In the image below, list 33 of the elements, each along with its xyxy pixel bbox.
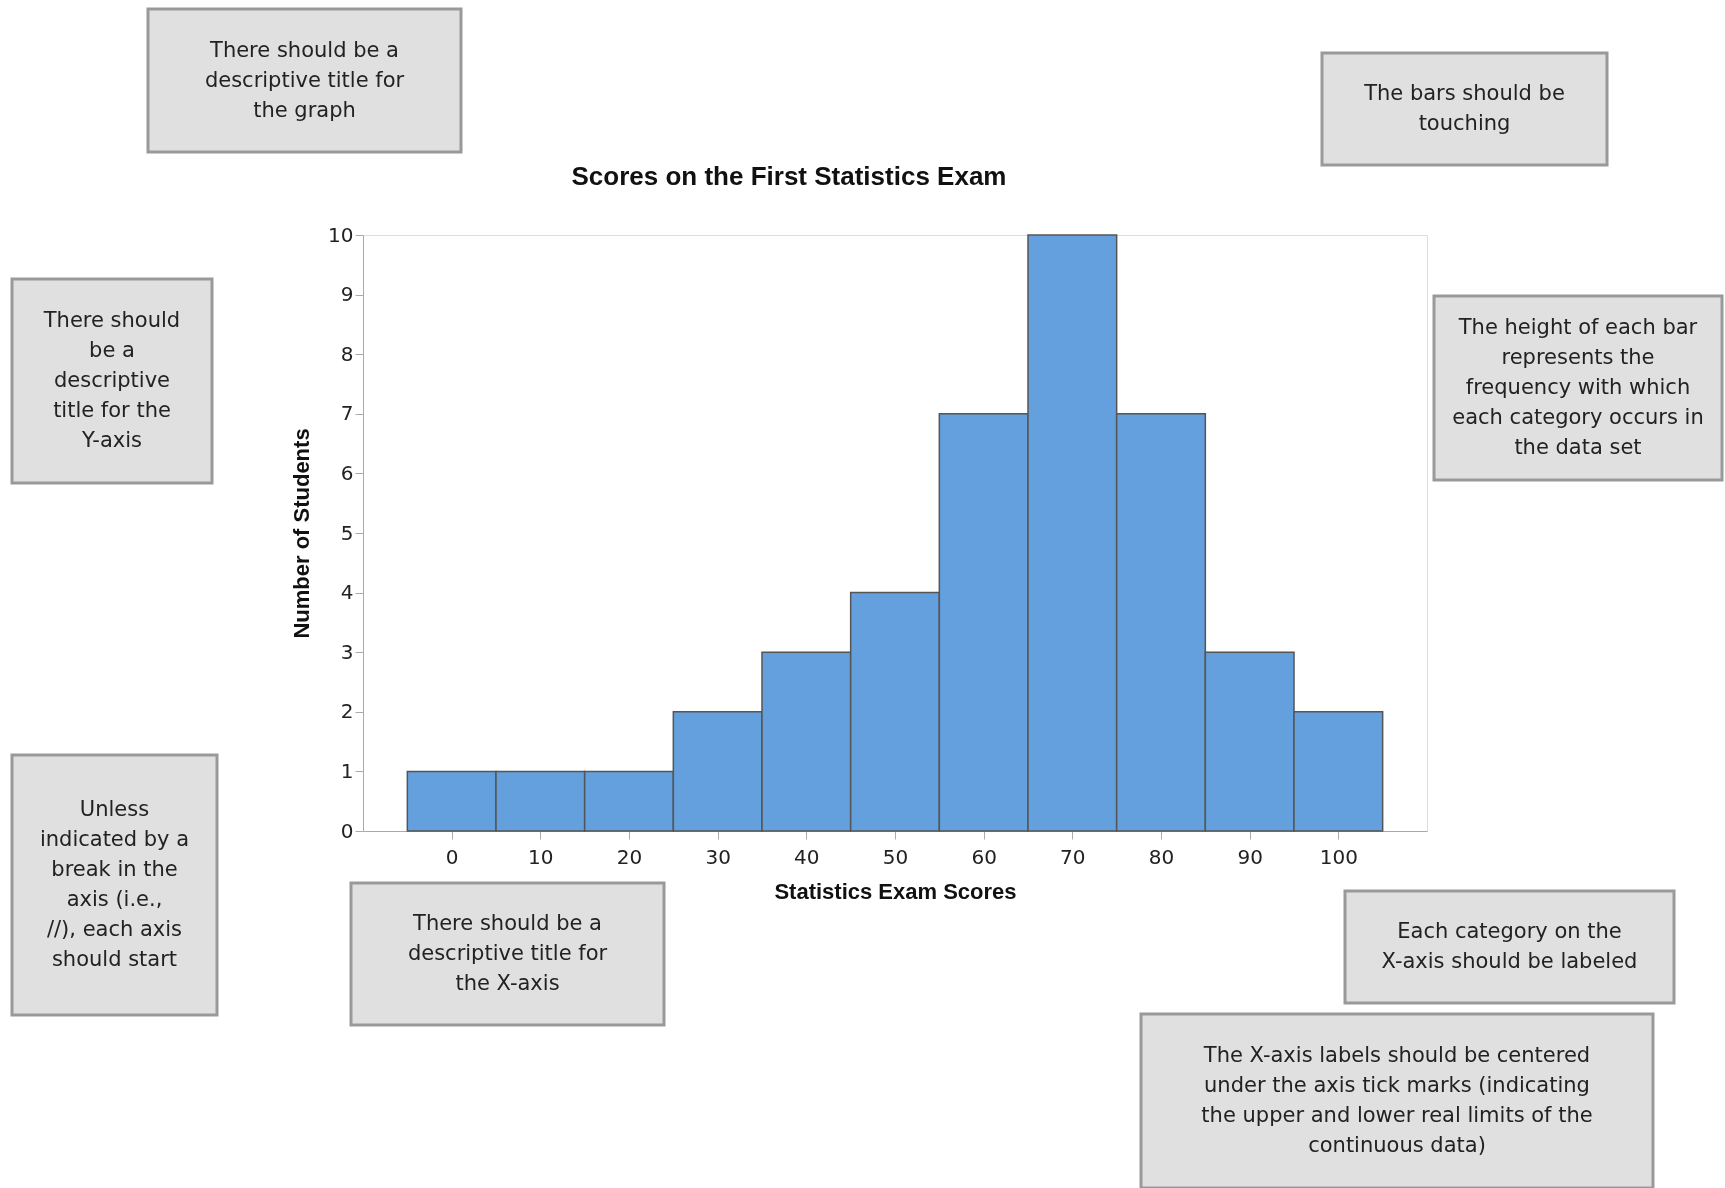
text: The X-axis labels should be centered under the axis tick marks (indicating the upper and lower real limits of the continuous data)	[1201, 1043, 1593, 1157]
y-tick-label: 1	[340, 758, 354, 783]
y-tick-label: 9	[340, 282, 354, 307]
x-tick-label: 50	[882, 844, 909, 869]
y-tick-label: 8	[340, 341, 354, 366]
text: There should be a descriptive title for the graph	[204, 37, 405, 122]
x-tick-label: 30	[705, 844, 731, 869]
text: The bars should be touching	[1363, 81, 1565, 135]
text: Unless indicated by a break in the axis (i.e., //), each axis should start	[39, 797, 190, 971]
text: The height of each bar represents the frequency with which each category occurs in the data set	[1452, 315, 1704, 459]
y-tick-label: 2	[340, 699, 354, 724]
y-tick-label: 7	[340, 401, 354, 426]
y-tick-label: 10	[328, 222, 354, 247]
x-tick-label: 100	[1319, 844, 1358, 869]
x-tick-label: 70	[1060, 844, 1086, 869]
x-tick-label: 80	[1148, 844, 1175, 869]
y-tick-label: 0	[340, 818, 354, 843]
y-tick-label: 6	[340, 460, 354, 485]
x-axis-title: Statistics Exam Scores	[774, 878, 1017, 904]
text: There should be a descriptive title for the X-axis	[407, 911, 608, 995]
x-tick-label: 10	[528, 844, 554, 869]
x-tick-label: 60	[971, 844, 997, 869]
text: Each category on the X-axis should be labeled	[1381, 919, 1638, 973]
x-tick-label: 0	[445, 844, 459, 869]
x-tick-label: 40	[794, 844, 820, 869]
chart-title: Scores on the First Statistics Exam	[571, 161, 1007, 191]
y-tick-label: 3	[340, 639, 354, 664]
text: There should be a descriptive title for the Y-axis	[42, 308, 181, 452]
y-tick-label: 5	[340, 520, 354, 545]
x-tick-label: 20	[616, 844, 643, 869]
y-axis-title: Number of Students	[289, 428, 315, 639]
x-tick-label: 90	[1237, 844, 1263, 869]
y-tick-label: 4	[340, 580, 354, 605]
